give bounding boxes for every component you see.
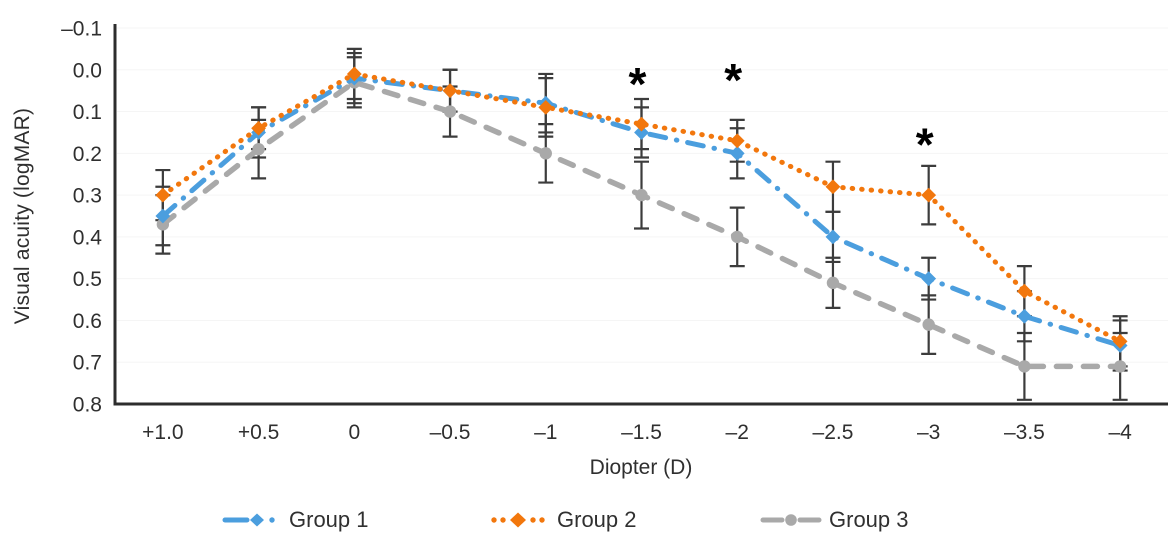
series-marker-diamond [538,99,554,115]
x-tick-label: –2.5 [813,421,854,444]
x-tick-label: –0.5 [430,421,471,444]
defocus-curve-chart: –0.1 0.0 0.1 0.2 0.3 0.4 0.5 0.6 0.7 0.8 +1.0 +0.5 0… [61,18,1168,479]
significance-asterisk: * [724,54,742,106]
series-marker-diamond [1017,283,1032,299]
series-marker-diamond [729,145,745,161]
y-tick-label: 0.7 [73,352,102,375]
legend-label-group-1: Group 1 [289,507,369,532]
x-tick-label: –2 [726,421,749,444]
series-marker-circle [443,105,457,118]
legend-item-group-2: Group 2 [490,506,637,534]
y-tick-label: 0.8 [73,394,102,417]
series-marker-diamond [634,116,649,132]
y-tick-label: 0.4 [73,226,103,249]
x-tick-label: –1 [534,421,557,444]
y-tick-label: 0.3 [73,185,102,208]
series-marker-circle [539,147,552,160]
legend-label-group-3: Group 3 [829,507,909,532]
series-marker-diamond [825,229,841,245]
series-marker-diamond [729,133,745,149]
series-layer [155,66,1128,373]
series-marker-circle [1018,360,1031,373]
chart-legend: Group 1 Group 2 Group 3 [0,506,1172,536]
legend-swatch-dashdot-diamond-icon [222,513,275,527]
series-marker-diamond [921,187,937,203]
series-marker-circle [252,142,265,156]
x-tick-label: –1.5 [621,421,662,444]
series-marker-diamond [634,125,649,140]
y-tick-label: 0.2 [73,143,102,166]
legend-item-group-3: Group 3 [760,506,909,534]
x-tick-label: –3 [917,421,940,444]
legend-swatch-dashed-circle-icon [760,514,822,526]
series-marker-circle [635,188,648,202]
series-marker-diamond [155,208,171,224]
series-marker-circle [156,218,170,231]
legend-item-group-1: Group 1 [222,506,369,534]
y-tick-label: 0.5 [73,268,102,291]
significance-asterisk: * [629,58,647,110]
series-marker-circle [826,276,840,290]
x-tick-label: +0.5 [238,421,279,444]
series-marker-circle [1113,360,1127,373]
series-marker-diamond [1017,308,1032,324]
series-marker-diamond [155,187,171,203]
series-line-group-2 [160,71,1123,344]
x-tick-label: 0 [348,421,360,444]
series-marker-diamond [1112,333,1128,349]
series-marker-diamond [346,66,362,82]
series-marker-circle [922,318,935,331]
legend-swatch-dotted-diamond-icon [491,512,545,528]
significance-asterisk: * [916,119,934,171]
series-marker-diamond [442,83,458,99]
axis-layer: –0.1 0.0 0.1 0.2 0.3 0.4 0.5 0.6 0.7 0.8 +1.0 +0.5 0… [61,18,1168,444]
series-marker-diamond [251,120,266,136]
x-tick-label: –3.5 [1004,421,1045,444]
x-tick-label: –4 [1108,421,1132,444]
series-marker-circle [731,230,744,244]
x-tick-label: +1.0 [142,421,183,444]
y-tick-label: 0.1 [73,101,102,124]
series-marker-diamond [825,179,841,195]
legend-label-group-2: Group 2 [557,507,637,532]
series-marker-diamond [921,271,937,287]
x-axis-title: Diopter (D) [590,456,693,479]
y-tick-label: 0.0 [73,59,102,82]
y-tick-label: 0.6 [73,310,102,333]
y-tick-label: –0.1 [61,18,102,41]
annotations-layer: * * * [629,54,934,171]
